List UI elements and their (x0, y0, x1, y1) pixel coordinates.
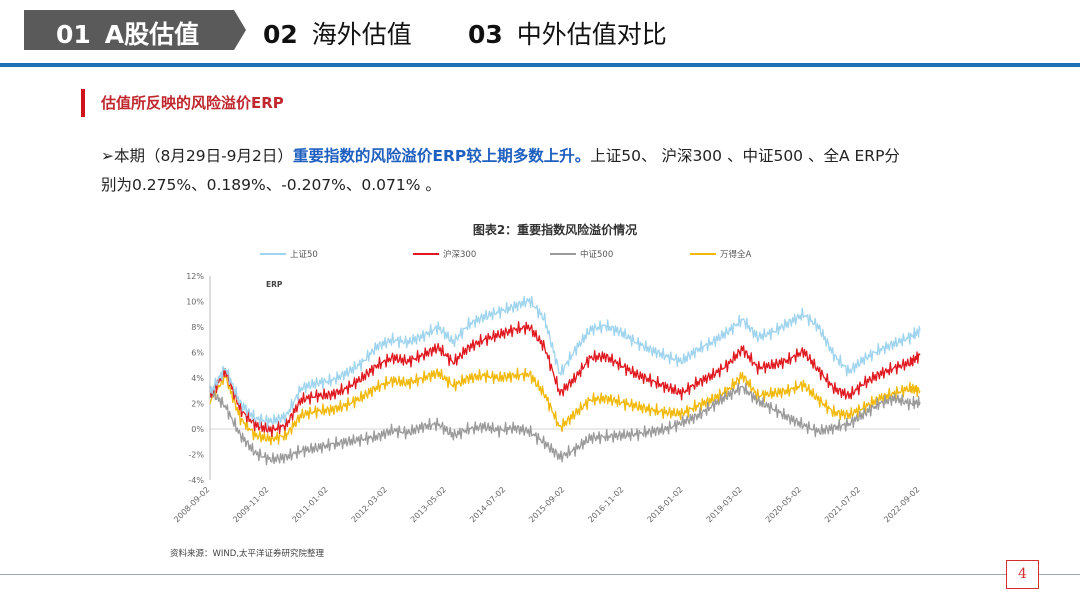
y-tick-label: 10% (186, 298, 204, 307)
series-line-3 (209, 382, 921, 466)
legend-label-3: 中证500 (580, 249, 613, 260)
header-divider (0, 63, 1080, 67)
x-tick-label: 2011-01-02 (291, 485, 330, 524)
x-tick-label: 2008-09-02 (172, 485, 211, 524)
series-line-4 (209, 367, 921, 446)
x-tick-label: 2013-05-02 (409, 485, 448, 524)
x-tick-label: 2022-09-02 (882, 485, 921, 524)
x-tick-label: 2020-05-02 (764, 485, 803, 524)
erp-chart: 图表2：重要指数风险溢价情况上证50 沪深300 中证500 万得全A 12% 10% 8%… (165, 212, 945, 562)
paragraph-highlight: 重要指数的风险溢价ERP较上期多数上升。 (292, 147, 591, 165)
y-tick-label: -2% (188, 451, 204, 460)
legend-label-4: 万得全A (720, 249, 752, 260)
x-tick-label: 2018-01-02 (646, 485, 685, 524)
section-accent-bar (81, 89, 85, 117)
x-tick-label: 2015-09-02 (527, 485, 566, 524)
x-tick-label: 2012-03-02 (350, 485, 389, 524)
y-tick-label: 12% (186, 272, 204, 281)
y-tick-label: 0% (191, 425, 204, 434)
y-tick-label: 2% (191, 400, 204, 409)
x-tick-label: 2016-11-02 (586, 485, 625, 524)
paragraph-body-line2: 别为0.275%、0.189%、-0.207%、0.071% 。 (101, 176, 441, 194)
y-tick-label: 8% (191, 323, 204, 332)
top-tab-bar: 01 A股估值 02 海外估值 03 中外估值对比 (0, 0, 1080, 68)
bullet-icon: ➢ (101, 147, 114, 165)
tab-active-background (24, 10, 246, 50)
legend-label-2: 沪深300 (443, 249, 476, 260)
tab-a-share-valuation[interactable]: 01 A股估值 (24, 10, 246, 50)
series-line-2 (209, 321, 921, 438)
tab-valuation-comparison[interactable]: 03 中外估值对比 (468, 20, 667, 49)
series-line-1 (209, 295, 921, 428)
legend-label-1: 上证50 (290, 250, 318, 260)
summary-paragraph: ➢本期（8月29日-9月2日）重要指数的风险溢价ERP较上期多数上升。上证50、… (101, 142, 1031, 200)
y-axis-title: ERP (266, 280, 283, 289)
y-tick-label: 4% (191, 374, 204, 383)
tab-label: 01 A股估值 (56, 20, 200, 49)
x-tick-label: 2014-07-02 (468, 485, 507, 524)
x-tick-label: 2009-11-02 (231, 485, 270, 524)
tab-overseas-valuation[interactable]: 02 海外估值 (263, 20, 412, 49)
y-tick-label: -4% (188, 476, 204, 485)
x-tick-label: 2019-03-02 (705, 485, 744, 524)
paragraph-body-line1: 上证50、 沪深300 、中证500 、全A ERP分 (590, 147, 900, 165)
footer-divider (0, 574, 1080, 575)
section-title: 估值所反映的风险溢价ERP (101, 94, 284, 112)
page-number: 4 (1006, 560, 1039, 589)
y-tick-label: 6% (191, 349, 204, 358)
chart-title: 图表2：重要指数风险溢价情况 (473, 222, 637, 237)
chart-source-note: 资料来源：WIND,太平洋证券研究院整理 (170, 548, 325, 559)
x-tick-label: 2021-07-02 (823, 485, 862, 524)
paragraph-lead: 本期（8月29日-9月2日） (114, 147, 293, 165)
